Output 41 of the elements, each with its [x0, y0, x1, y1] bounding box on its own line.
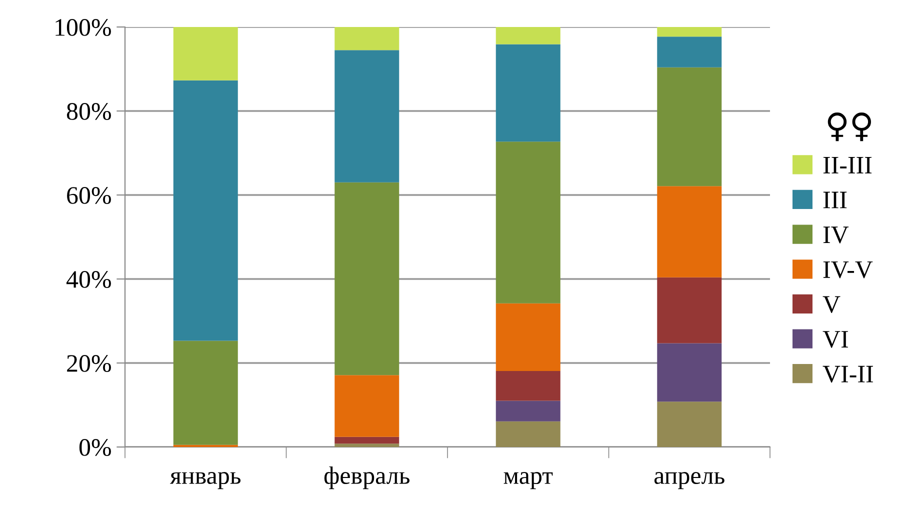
bar [657, 402, 722, 447]
bar [334, 182, 400, 376]
bar [334, 444, 400, 447]
x-tick-label: январь [170, 472, 241, 490]
bar [657, 67, 722, 186]
bar [496, 44, 560, 142]
bar [496, 142, 560, 304]
legend-label: II-III [823, 156, 872, 174]
x-tick-label: апрель [654, 472, 724, 490]
bar [173, 80, 238, 341]
bar [334, 375, 400, 437]
legend-label: III [823, 192, 847, 208]
bar [334, 50, 400, 182]
legend-label: VI [822, 331, 848, 348]
legend-label: VI-II [822, 366, 873, 383]
bar [657, 277, 722, 344]
bar [496, 370, 560, 401]
bar [657, 186, 722, 278]
legend-title: ♀♀ [828, 112, 871, 142]
y-tick-label: 20% [67, 355, 111, 372]
bar [496, 303, 560, 371]
bar [496, 400, 560, 422]
bar [496, 421, 560, 447]
bar [334, 436, 400, 444]
y-tick-label: 60% [67, 187, 111, 204]
legend-label: IV-V [823, 261, 873, 278]
bar [657, 36, 722, 68]
x-tick-label: февраль [324, 466, 410, 490]
legend-label: V [822, 296, 840, 314]
y-tick-label: 80% [66, 103, 111, 120]
bar [657, 343, 722, 402]
y-tick-label: 0% [79, 439, 111, 456]
x-tick-label: март [504, 472, 553, 490]
bar [173, 27, 238, 80]
y-tick-label: 100% [56, 19, 111, 36]
bar [496, 27, 560, 44]
bar [334, 27, 400, 50]
bar [657, 27, 722, 37]
legend-label: IV [823, 226, 849, 244]
y-tick-label: 40% [66, 271, 111, 288]
bar [173, 340, 238, 445]
